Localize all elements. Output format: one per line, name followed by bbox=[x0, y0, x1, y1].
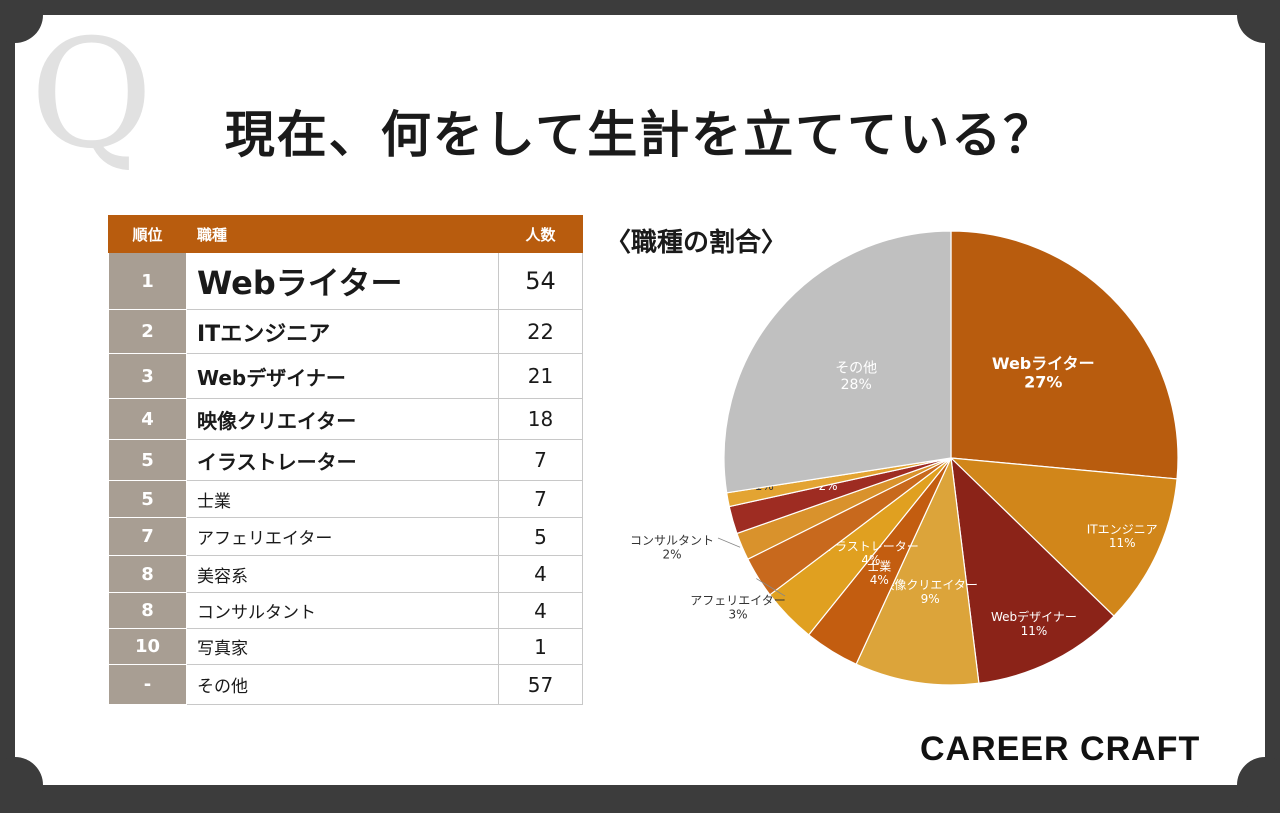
row-rank: 5 bbox=[108, 480, 187, 518]
chart-title: 〈職種の割合〉 bbox=[605, 228, 788, 258]
pie-label-other: その他 bbox=[835, 361, 877, 377]
pie-slice-other bbox=[723, 230, 952, 494]
row-count: 57 bbox=[498, 664, 583, 705]
row-count: 21 bbox=[498, 353, 583, 399]
row-job: 士業 bbox=[186, 480, 499, 518]
pie-label-video-creator: 映像クリエイター bbox=[882, 578, 978, 592]
pie-value-it-engineer: 11% bbox=[1109, 536, 1136, 550]
pie-label-illustrator: イラストレーター bbox=[823, 539, 919, 553]
row-job: 映像クリエイター bbox=[186, 398, 499, 440]
table-row: 1 Webライター 54 bbox=[108, 252, 583, 310]
pie-value-web-designer: 11% bbox=[1021, 624, 1048, 638]
row-rank: 10 bbox=[108, 628, 187, 665]
pie-value-affiliater: 3% bbox=[728, 607, 747, 621]
leader-line-affiliater bbox=[756, 578, 786, 597]
row-rank: 1 bbox=[108, 252, 187, 310]
leader-line-consultant bbox=[717, 537, 741, 548]
header-job: 職種 bbox=[186, 215, 499, 253]
row-rank: 7 bbox=[108, 517, 187, 556]
row-count: 22 bbox=[498, 309, 583, 354]
pie-value-video-creator: 9% bbox=[921, 592, 940, 606]
pie-slice-web-designer bbox=[950, 456, 1115, 684]
row-rank: 8 bbox=[108, 592, 187, 629]
row-count: 18 bbox=[498, 398, 583, 440]
pie-value-shigyo: 4% bbox=[870, 573, 889, 587]
row-count: 4 bbox=[498, 592, 583, 629]
table-row: - その他 57 bbox=[108, 664, 583, 705]
pie-label-web-writer: Webライター bbox=[992, 354, 1095, 373]
table-row: 8 美容系 4 bbox=[108, 555, 583, 593]
row-rank: 3 bbox=[108, 353, 187, 399]
row-count: 5 bbox=[498, 517, 583, 556]
header-rank: 順位 bbox=[108, 215, 187, 253]
row-job: 美容系 bbox=[186, 555, 499, 593]
pie-slice-video-creator bbox=[855, 455, 980, 686]
pie-value-web-writer: 27% bbox=[1024, 373, 1062, 392]
ranking-table: 順位 職種 人数 1 Webライター 54 2 ITエンジニア 22 3 Web… bbox=[108, 215, 583, 705]
table-row: 8 コンサルタント 4 bbox=[108, 592, 583, 629]
table-row: 4 映像クリエイター 18 bbox=[108, 398, 583, 440]
pie-slice-web-writer bbox=[950, 230, 1179, 480]
table-row: 5 イラストレーター 7 bbox=[108, 439, 583, 481]
header-count: 人数 bbox=[498, 215, 583, 253]
row-job: その他 bbox=[186, 664, 499, 705]
corner-notch-bottom-right bbox=[1237, 757, 1280, 813]
table-row: 7 アフェリエイター 5 bbox=[108, 517, 583, 556]
row-job: ITエンジニア bbox=[186, 309, 499, 354]
row-job: コンサルタント bbox=[186, 592, 499, 629]
brand-logo: CAREER CRAFT bbox=[920, 730, 1201, 768]
table-row: 2 ITエンジニア 22 bbox=[108, 309, 583, 354]
pie-label-web-designer: Webデザイナー bbox=[991, 609, 1077, 624]
pie-chart: Webライター27%ITエンジニア11%Webデザイナー11%映像クリエイター9… bbox=[630, 230, 1179, 686]
table-row: 10 写真家 1 bbox=[108, 628, 583, 665]
page-title: 現在、何をして生計を立てている？ bbox=[224, 106, 1056, 164]
pie-label-affiliater: アフェリエイター bbox=[690, 594, 786, 608]
pie-label-shigyo: 士業 bbox=[867, 559, 891, 573]
row-count: 1 bbox=[498, 628, 583, 665]
table-header: 順位 職種 人数 bbox=[108, 215, 583, 253]
row-rank: 2 bbox=[108, 309, 187, 354]
pie-label-consultant: コンサルタント bbox=[630, 534, 714, 548]
table-row: 3 Webデザイナー 21 bbox=[108, 353, 583, 399]
row-rank: 4 bbox=[108, 398, 187, 440]
row-count: 7 bbox=[498, 439, 583, 481]
pie-value-consultant: 2% bbox=[662, 547, 681, 561]
row-rank: 5 bbox=[108, 439, 187, 481]
pie-slice-it-engineer bbox=[949, 457, 1178, 617]
table-row: 5 士業 7 bbox=[108, 480, 583, 518]
row-job: 写真家 bbox=[186, 628, 499, 665]
pie-label-it-engineer: ITエンジニア bbox=[1087, 522, 1158, 536]
q-watermark: Q bbox=[30, 8, 153, 182]
row-rank: - bbox=[108, 664, 187, 705]
row-rank: 8 bbox=[108, 555, 187, 593]
row-job: Webデザイナー bbox=[186, 353, 499, 399]
pie-value-other: 28% bbox=[841, 377, 872, 393]
row-count: 54 bbox=[498, 252, 583, 310]
row-job: イラストレーター bbox=[186, 439, 499, 481]
row-count: 7 bbox=[498, 480, 583, 518]
row-count: 4 bbox=[498, 555, 583, 593]
pie-value-illustrator: 4% bbox=[861, 553, 880, 567]
row-job: アフェリエイター bbox=[186, 517, 499, 556]
row-job: Webライター bbox=[186, 252, 499, 310]
